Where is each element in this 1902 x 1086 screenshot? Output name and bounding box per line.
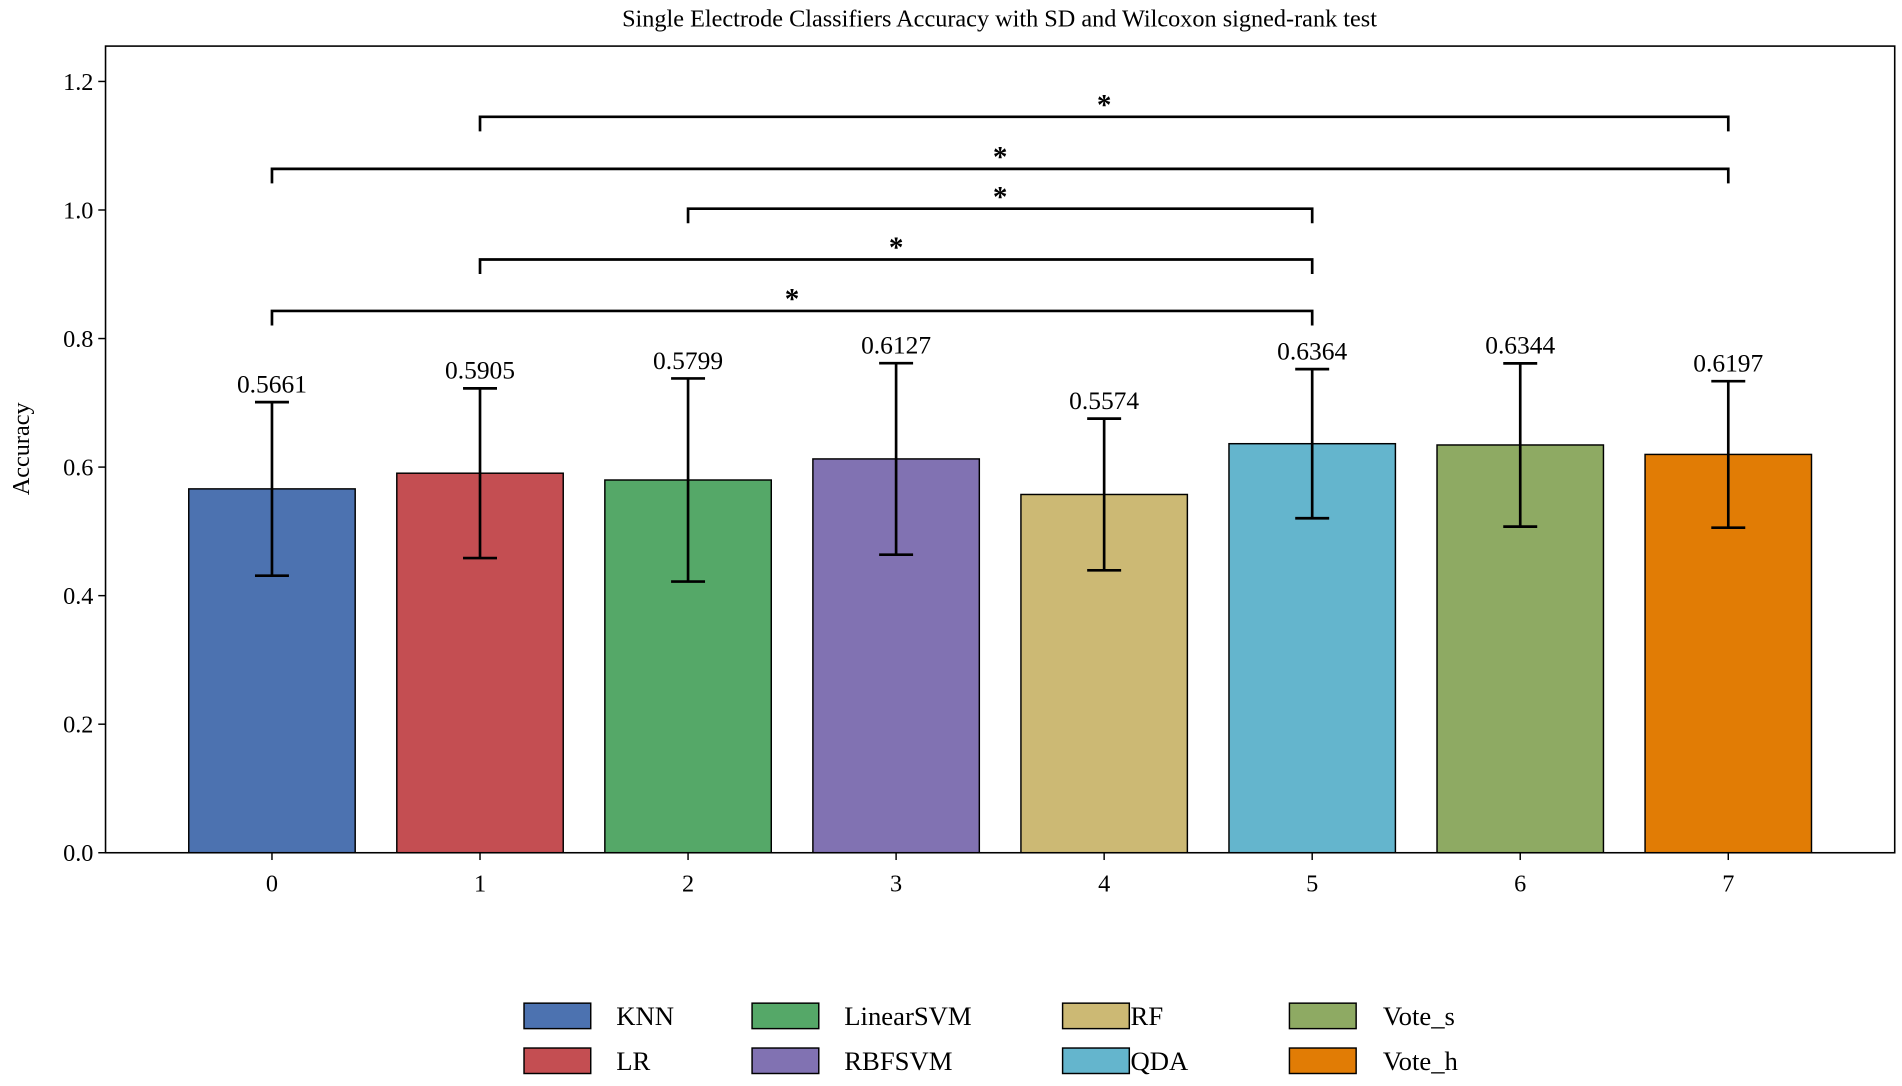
legend-item: Vote_h xyxy=(1288,1046,1458,1076)
y-tick-label: 1.0 xyxy=(63,197,93,224)
x-tick-label: 3 xyxy=(890,871,902,898)
data-label: 0.5799 xyxy=(653,346,723,375)
significance-star: * xyxy=(993,181,1008,213)
data-label: 0.6197 xyxy=(1693,348,1763,377)
x-tick-label: 2 xyxy=(682,871,694,898)
legend-swatch xyxy=(1061,1047,1131,1075)
significance-bracket xyxy=(270,309,1314,326)
legend-swatch xyxy=(751,1002,820,1030)
significance-bracket xyxy=(478,115,1730,132)
legend-label: Vote_s xyxy=(1383,1001,1455,1031)
legend-item: LR xyxy=(523,1046,651,1076)
legend-item: RF xyxy=(1061,1001,1164,1031)
x-tick-label: 0 xyxy=(266,871,278,898)
legend-label: LR xyxy=(616,1046,650,1076)
legend-swatch xyxy=(523,1047,592,1075)
x-tick-label: 7 xyxy=(1722,871,1734,898)
significance-star: * xyxy=(785,283,800,315)
legend-label: RF xyxy=(1131,1001,1164,1031)
legend-item: KNN xyxy=(523,1001,674,1031)
legend-label: QDA xyxy=(1131,1046,1190,1076)
y-tick-label: 0.8 xyxy=(63,326,93,353)
legend-item: QDA xyxy=(1061,1046,1190,1076)
y-tick-label: 1.2 xyxy=(63,69,93,96)
x-tick-label: 5 xyxy=(1306,871,1318,898)
legend-swatch xyxy=(1288,1047,1357,1075)
y-axis-label: Accuracy xyxy=(8,401,35,495)
x-tick-label: 1 xyxy=(474,871,486,898)
data-label: 0.5574 xyxy=(1069,386,1139,415)
data-label: 0.6127 xyxy=(861,330,931,359)
legend-swatch xyxy=(751,1047,820,1075)
legend-item: LinearSVM xyxy=(751,1001,972,1031)
y-tick-label: 0.0 xyxy=(63,840,93,867)
significance-bracket xyxy=(686,207,1314,224)
significance-star: * xyxy=(889,232,904,264)
legend-label: RBFSVM xyxy=(844,1046,952,1076)
x-tick-label: 4 xyxy=(1098,871,1110,898)
legend-label: LinearSVM xyxy=(844,1001,971,1031)
y-tick-label: 0.6 xyxy=(63,455,93,482)
chart-title: Single Electrode Classifiers Accuracy wi… xyxy=(622,6,1377,33)
legend-swatch xyxy=(1061,1002,1131,1030)
y-tick-label: 0.2 xyxy=(63,712,93,739)
legend: KNN LR LinearSVM RBFSVM RF QDA Vote_s Vote_h xyxy=(523,1001,1458,1076)
legend-swatch xyxy=(523,1002,592,1030)
significance-bracket xyxy=(270,167,1730,184)
data-label: 0.5905 xyxy=(445,356,515,385)
legend-item: RBFSVM xyxy=(751,1046,952,1076)
significance-star: * xyxy=(1097,89,1112,121)
axes-frame xyxy=(104,45,1896,854)
legend-label: KNN xyxy=(616,1001,674,1031)
legend-label: Vote_h xyxy=(1383,1046,1458,1076)
data-label: 0.5661 xyxy=(237,369,307,398)
legend-item: Vote_s xyxy=(1288,1001,1455,1031)
significance-bracket xyxy=(478,258,1314,275)
significance-star: * xyxy=(993,141,1008,173)
y-tick-label: 0.4 xyxy=(63,583,93,610)
plot-area: 0.0 0.2 0.4 0.6 0.8 1.0 1.2 0.5661 0 0.5905 1 0.579… xyxy=(63,69,1813,898)
x-tick-label: 6 xyxy=(1514,871,1526,898)
data-label: 0.6364 xyxy=(1277,336,1347,365)
legend-swatch xyxy=(1288,1002,1357,1030)
data-label: 0.6344 xyxy=(1485,331,1555,360)
